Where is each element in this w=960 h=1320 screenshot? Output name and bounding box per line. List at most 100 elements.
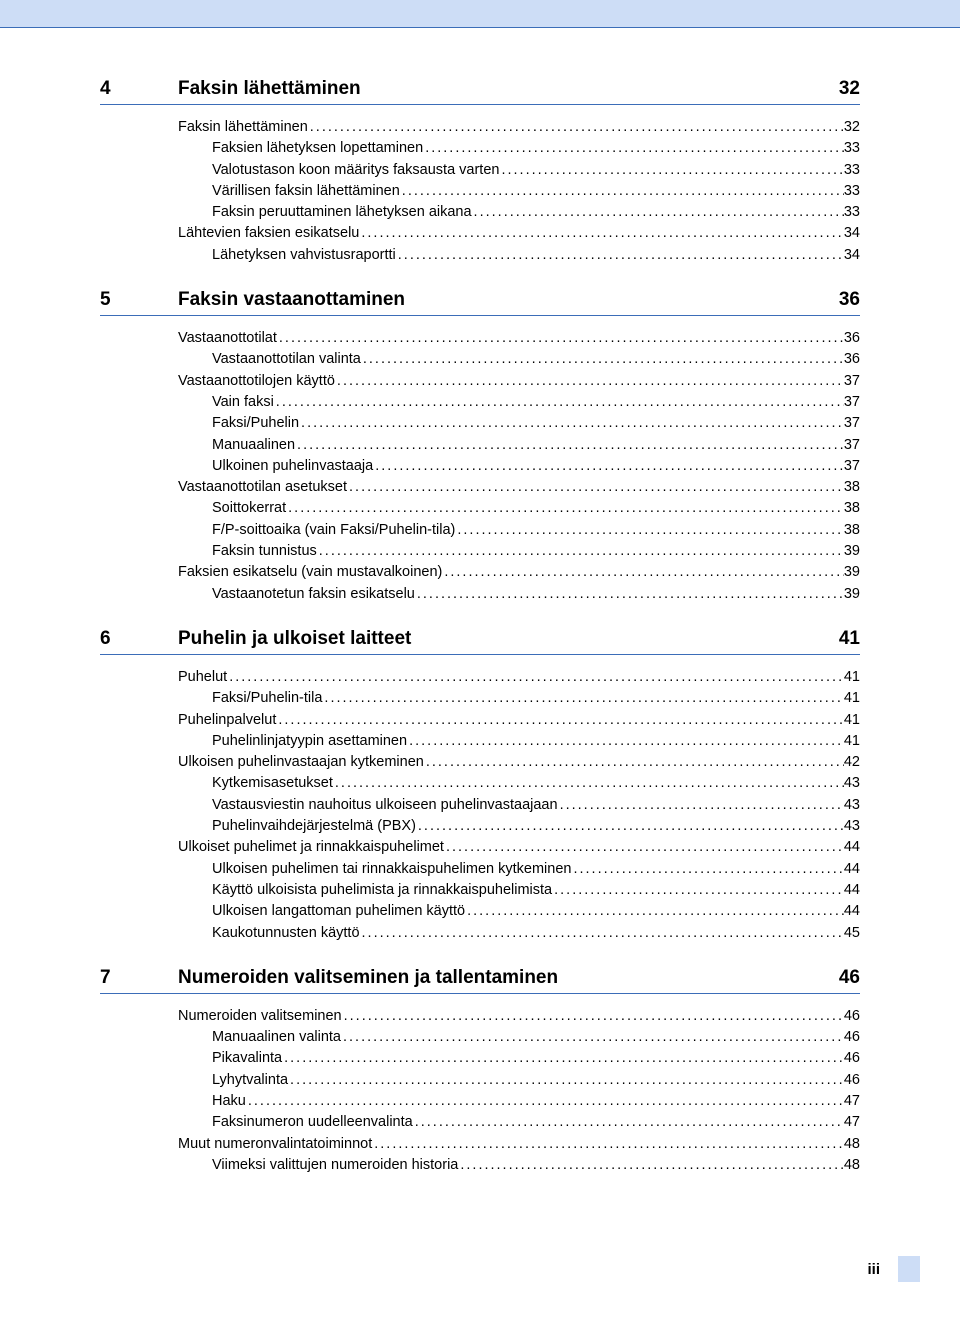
toc-dot-leader [413, 1112, 844, 1132]
toc-dot-leader [333, 773, 844, 793]
toc-entry: Vastaanottotilan valinta36 [178, 349, 860, 369]
toc-entry: Puhelinvaihdejärjestelmä (PBX)43 [178, 816, 860, 836]
toc-dot-leader [295, 435, 844, 455]
toc-dot-leader [458, 1155, 844, 1175]
toc-entry-page: 34 [844, 223, 860, 243]
toc-section-number: 7 [100, 967, 178, 989]
toc-entry-label: Vastaanottotilan valinta [178, 349, 361, 369]
toc-entry: Värillisen faksin lähettäminen33 [178, 181, 860, 201]
toc-entry-page: 37 [844, 413, 860, 433]
top-header-band [0, 0, 960, 28]
toc-entry: Valotustason koon määritys faksausta var… [178, 160, 860, 180]
toc-section-page: 32 [839, 78, 860, 100]
toc-entry-label: Värillisen faksin lähettäminen [178, 181, 400, 201]
toc-entry-label: Puhelinlinjatyypin asettaminen [178, 731, 407, 751]
toc-entry: Ulkoisen puhelimen tai rinnakkaispuhelim… [178, 859, 860, 879]
toc-entry-page: 47 [844, 1112, 860, 1132]
toc-entry-label: Faksin lähettäminen [178, 117, 308, 137]
toc-entry: Vastaanotetun faksin esikatselu39 [178, 584, 860, 604]
toc-entry-label: Ulkoisen puhelinvastaajan kytkeminen [178, 752, 424, 772]
toc-entry-label: Ulkoinen puhelinvastaaja [178, 456, 373, 476]
toc-entry: Lähetyksen vahvistusraportti 34 [178, 245, 860, 265]
toc-entry-label: Manuaalinen [178, 435, 295, 455]
toc-section-number: 4 [100, 78, 178, 100]
toc-dot-leader [455, 520, 843, 540]
toc-dot-leader [317, 541, 844, 561]
toc-entry: F/P-soittoaika (vain Faksi/Puhelin-tila)… [178, 520, 860, 540]
toc-entry-label: Lähetyksen vahvistusraportti [178, 245, 396, 265]
toc-entry: Vastausviestin nauhoitus ulkoiseen puhel… [178, 795, 860, 815]
toc-dot-leader [322, 688, 843, 708]
toc-entry: Lähtevien faksien esikatselu34 [178, 223, 860, 243]
toc-section-header: 5Faksin vastaanottaminen36 [100, 289, 860, 316]
toc-dot-leader [341, 1027, 844, 1047]
toc-entry: Vastaanottotilojen käyttö37 [178, 371, 860, 391]
toc-entry-label: Soittokerrat [178, 498, 286, 518]
toc-dot-leader [282, 1048, 844, 1068]
toc-dot-leader [286, 498, 844, 518]
toc-entry-page: 45 [844, 923, 860, 943]
toc-entry-page: 38 [844, 520, 860, 540]
toc-dot-leader [400, 181, 844, 201]
toc-dot-leader [347, 477, 844, 497]
toc-entry-label: Kaukotunnusten käyttö [178, 923, 360, 943]
toc-dot-leader [359, 223, 843, 243]
toc-entry-label: Faksi/Puhelin [178, 413, 299, 433]
toc-entry: Pikavalinta46 [178, 1048, 860, 1068]
toc-entry-label: Vastaanotetun faksin esikatselu [178, 584, 415, 604]
toc-section-header: 6Puhelin ja ulkoiset laitteet41 [100, 628, 860, 655]
toc-section-header: 7Numeroiden valitseminen ja tallentamine… [100, 967, 860, 994]
toc-entry-page: 36 [844, 328, 860, 348]
toc-entry-page: 34 [844, 245, 860, 265]
toc-entry: Puhelinpalvelut41 [178, 710, 860, 730]
toc-entry-page: 48 [844, 1155, 860, 1175]
toc-entry-label: Puhelinpalvelut [178, 710, 276, 730]
toc-section-page: 36 [839, 289, 860, 311]
toc-entry-page: 33 [844, 202, 860, 222]
toc-entry-label: Ulkoiset puhelimet ja rinnakkaispuhelime… [178, 837, 444, 857]
toc-entry-label: Haku [178, 1091, 246, 1111]
toc-section: 5Faksin vastaanottaminen36 Vastaanottotil… [100, 289, 860, 604]
toc-dot-leader [499, 160, 843, 180]
toc-entry-label: Pikavalinta [178, 1048, 282, 1068]
toc-entry-label: Numeroiden valitseminen [178, 1006, 342, 1026]
toc-entry-label: Lyhytvalinta [178, 1070, 288, 1090]
toc-entry: Ulkoisen langattoman puhelimen käyttö44 [178, 901, 860, 921]
toc-entry-page: 38 [844, 498, 860, 518]
toc-entry-page: 41 [844, 688, 860, 708]
toc-dot-leader [227, 667, 844, 687]
toc-entry-label: Faksien lähetyksen lopettaminen [178, 138, 423, 158]
toc-entry-page: 37 [844, 392, 860, 412]
toc-entry-label: Kytkemisasetukset [178, 773, 333, 793]
toc-entry-label: Muut numeronvalintatoiminnot [178, 1134, 372, 1154]
toc-entry-label: Faksin tunnistus [178, 541, 317, 561]
toc-entry: Puhelut41 [178, 667, 860, 687]
toc-entry-label: Puhelinvaihdejärjestelmä (PBX) [178, 816, 416, 836]
toc-entry-label: Ulkoisen langattoman puhelimen käyttö [178, 901, 465, 921]
toc-entry: Haku47 [178, 1091, 860, 1111]
toc-entry: Viimeksi valittujen numeroiden historia4… [178, 1155, 860, 1175]
toc-entry: Ulkoiset puhelimet ja rinnakkaispuhelime… [178, 837, 860, 857]
toc-section-header: 4Faksin lähettäminen32 [100, 78, 860, 105]
toc-entry: Numeroiden valitseminen 46 [178, 1006, 860, 1026]
toc-dot-leader [288, 1070, 844, 1090]
toc-entry-label: Käyttö ulkoisista puhelimista ja rinnakk… [178, 880, 552, 900]
toc-entry-label: F/P-soittoaika (vain Faksi/Puhelin-tila) [178, 520, 455, 540]
toc-entry-label: Faksinumeron uudelleenvalinta [178, 1112, 413, 1132]
toc-entry: Vastaanottotilan asetukset38 [178, 477, 860, 497]
toc-dot-leader [465, 901, 844, 921]
toc-section-page: 41 [839, 628, 860, 650]
toc-entry-page: 38 [844, 477, 860, 497]
toc-entry-page: 37 [844, 435, 860, 455]
toc-entry: Faksi/Puhelin 37 [178, 413, 860, 433]
toc-entry-label: Ulkoisen puhelimen tai rinnakkaispuhelim… [178, 859, 571, 879]
toc-entry-page: 46 [844, 1006, 860, 1026]
toc-entry: Käyttö ulkoisista puhelimista ja rinnakk… [178, 880, 860, 900]
toc-entry-page: 46 [844, 1027, 860, 1047]
toc-dot-leader [416, 816, 844, 836]
toc-entry-label: Manuaalinen valinta [178, 1027, 341, 1047]
toc-dot-leader [415, 584, 844, 604]
toc-entry-page: 37 [844, 371, 860, 391]
toc-entry-label: Faksin peruuttaminen lähetyksen aikana [178, 202, 472, 222]
toc-entry-page: 44 [844, 880, 860, 900]
